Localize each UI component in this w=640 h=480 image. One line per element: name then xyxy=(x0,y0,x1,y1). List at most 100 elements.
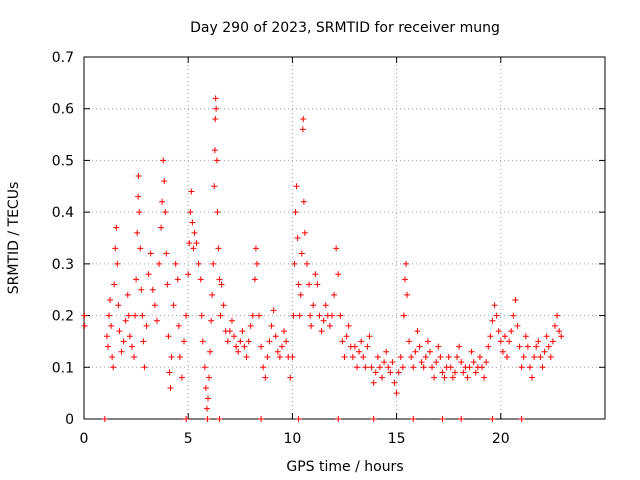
data-point xyxy=(159,198,166,205)
axis-ticks xyxy=(83,56,605,420)
data-point xyxy=(183,416,190,422)
data-point xyxy=(132,312,139,319)
data-point xyxy=(397,353,404,360)
data-point xyxy=(149,286,156,293)
data-point xyxy=(466,364,473,371)
data-point xyxy=(293,183,300,190)
data-points xyxy=(81,95,565,422)
data-point xyxy=(292,209,299,216)
data-point xyxy=(107,297,114,304)
data-point xyxy=(483,359,490,366)
data-point xyxy=(529,374,536,381)
data-point xyxy=(140,338,147,345)
data-point xyxy=(218,281,225,288)
data-point xyxy=(247,322,254,329)
data-point xyxy=(518,416,525,422)
data-point xyxy=(495,328,502,335)
data-point xyxy=(301,229,308,236)
data-point xyxy=(204,416,211,422)
data-point xyxy=(164,281,171,288)
y-tick-label: 0.4 xyxy=(52,205,74,221)
data-point xyxy=(535,338,542,345)
data-point xyxy=(401,276,408,283)
data-point xyxy=(299,126,306,133)
data-point xyxy=(445,353,452,360)
data-point xyxy=(493,312,500,319)
data-point xyxy=(385,364,392,371)
data-point xyxy=(410,364,417,371)
y-tick-labels: 0 0.1 0.2 0.3 0.4 0.5 0.6 0.7 xyxy=(52,50,74,428)
data-point xyxy=(252,245,259,252)
data-point xyxy=(153,317,160,324)
data-point xyxy=(485,343,492,350)
data-point xyxy=(168,353,175,360)
data-point xyxy=(166,369,173,376)
data-point xyxy=(260,364,267,371)
data-point xyxy=(472,369,479,376)
data-point xyxy=(418,359,425,366)
data-point xyxy=(101,416,108,422)
data-point xyxy=(103,333,110,340)
data-point xyxy=(526,364,533,371)
data-point xyxy=(231,333,238,340)
data-point xyxy=(547,353,554,360)
data-point xyxy=(110,364,117,371)
data-point xyxy=(151,302,158,309)
plot-frame xyxy=(83,56,606,420)
data-point xyxy=(217,312,224,319)
data-point xyxy=(283,338,290,345)
data-point xyxy=(134,229,141,236)
data-point xyxy=(372,369,379,376)
data-point xyxy=(458,359,465,366)
data-point xyxy=(410,416,417,422)
data-point xyxy=(270,307,277,314)
data-point xyxy=(395,369,402,376)
data-point xyxy=(400,312,407,319)
data-point xyxy=(136,209,143,216)
chart-title: Day 290 of 2023, SRMTID for receiver mun… xyxy=(190,20,500,36)
data-point xyxy=(209,291,216,298)
data-point xyxy=(345,322,352,329)
data-point xyxy=(429,364,436,371)
data-point xyxy=(241,343,248,350)
data-point xyxy=(476,353,483,360)
data-point xyxy=(383,348,390,355)
data-point xyxy=(362,364,369,371)
data-point xyxy=(499,348,506,355)
data-point xyxy=(195,260,202,267)
data-point xyxy=(141,364,148,371)
data-point xyxy=(147,250,154,257)
data-point xyxy=(349,353,356,360)
data-point xyxy=(193,240,200,247)
data-point xyxy=(320,317,327,324)
data-point xyxy=(190,245,197,252)
data-point xyxy=(381,359,388,366)
data-point xyxy=(175,322,182,329)
data-point xyxy=(303,260,310,267)
data-point xyxy=(186,240,193,247)
data-point xyxy=(333,245,340,252)
data-point xyxy=(145,271,152,278)
x-tick-label: 0 xyxy=(80,431,89,447)
data-point xyxy=(454,353,461,360)
data-point xyxy=(290,312,297,319)
data-point xyxy=(389,359,396,366)
data-point xyxy=(424,338,431,345)
data-point xyxy=(268,322,275,329)
data-point xyxy=(379,374,386,381)
data-point xyxy=(126,333,133,340)
data-point xyxy=(393,390,400,397)
data-point xyxy=(274,348,281,355)
data-point xyxy=(228,317,235,324)
data-point xyxy=(339,338,346,345)
data-point xyxy=(316,312,323,319)
data-point xyxy=(170,302,177,309)
data-point xyxy=(458,416,465,422)
data-point xyxy=(335,416,342,422)
data-point xyxy=(167,384,174,391)
data-point xyxy=(351,343,358,350)
data-point xyxy=(368,364,375,371)
data-point xyxy=(165,333,172,340)
data-point xyxy=(551,322,558,329)
